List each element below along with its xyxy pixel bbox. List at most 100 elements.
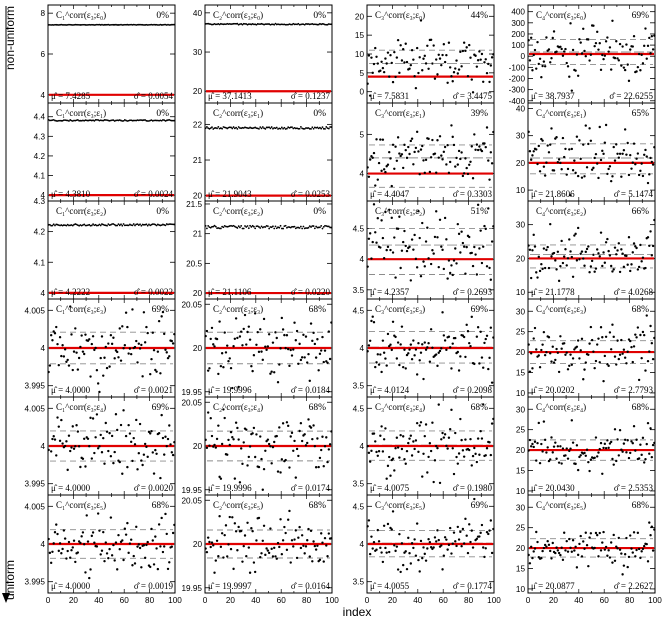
panel-mean: μ̂ = 19.9997 (208, 581, 252, 591)
data-point (422, 546, 425, 549)
data-point (320, 127, 323, 130)
data-point (58, 542, 62, 545)
data-point (583, 451, 586, 455)
x-tick-label: 0 (46, 596, 51, 605)
y-tick-label: 0 (359, 88, 364, 97)
data-point (609, 440, 613, 444)
data-point (489, 64, 493, 67)
data-point (96, 512, 100, 515)
data-point (220, 352, 224, 355)
data-point (131, 459, 134, 463)
data-point (470, 529, 473, 532)
y-tick-label: 15 (516, 369, 526, 378)
data-point (237, 126, 240, 128)
data-point (74, 327, 77, 330)
data-point (398, 215, 401, 218)
data-point (142, 544, 146, 547)
y-tick-label: 30 (516, 503, 526, 512)
data-point (171, 342, 175, 345)
data-point (542, 247, 546, 250)
data-point (479, 531, 482, 535)
panel-percent: 68% (152, 501, 170, 511)
data-point (318, 558, 322, 562)
data-point (118, 547, 121, 551)
x-tick-label: 80 (625, 596, 635, 605)
data-point (645, 155, 648, 158)
data-point (123, 23, 126, 26)
data-point (474, 253, 477, 256)
panel-title: C₄^corr(ε₃;ε₀) (536, 10, 586, 20)
data-point (270, 547, 273, 551)
data-point (634, 163, 637, 166)
data-point (637, 378, 641, 382)
data-point (405, 567, 409, 571)
panel-3-3: 3.544.5C₃^corr(ε₃;ε₂) 51%μ̂ = 4.2357 σ̂ = … (353, 200, 495, 300)
data-point (394, 335, 397, 339)
data-point (278, 426, 281, 429)
panel-percent: 68% (632, 403, 650, 413)
data-point (384, 427, 387, 430)
data-point (318, 456, 322, 460)
data-point (615, 545, 618, 548)
data-point (593, 366, 596, 370)
data-point (118, 224, 121, 227)
data-point (258, 23, 260, 26)
panel-title: C₂^corr(ε₃;ε₂) (213, 206, 263, 216)
data-point (304, 444, 308, 447)
data-point (527, 343, 530, 346)
data-point (258, 127, 260, 130)
data-point (576, 468, 580, 472)
data-point (141, 375, 144, 378)
panel-percent: 68% (632, 501, 650, 511)
data-point (381, 138, 385, 141)
data-point (285, 421, 289, 424)
data-point (565, 447, 568, 450)
panel-mean: μ̂ = 4.2357 (370, 287, 410, 297)
data-point (55, 23, 58, 26)
data-point (480, 356, 484, 359)
data-point (103, 119, 106, 121)
data-point (132, 554, 135, 558)
y-tick-label: 21 (193, 156, 203, 165)
data-point (471, 177, 475, 180)
data-point (643, 461, 646, 464)
data-point (286, 347, 290, 351)
data-point (621, 352, 624, 355)
data-point (122, 347, 125, 350)
data-point (433, 77, 437, 80)
data-point (535, 459, 538, 462)
y-tick-label: 4.1 (34, 172, 46, 181)
data-point (620, 338, 623, 342)
data-point (644, 148, 647, 152)
y-tick-label: 100 (511, 41, 525, 50)
data-point (316, 437, 319, 440)
data-point (142, 453, 146, 456)
x-tick-label: 100 (648, 596, 662, 605)
data-point (123, 344, 127, 347)
data-point (172, 119, 174, 122)
data-point (554, 358, 557, 362)
data-point (612, 463, 615, 466)
data-point (462, 41, 466, 44)
data-point (231, 386, 234, 390)
data-point (131, 564, 134, 567)
data-point (583, 368, 586, 371)
data-point (429, 156, 433, 159)
data-point (394, 145, 397, 148)
data-point (527, 39, 530, 42)
data-point (599, 549, 603, 552)
data-point (284, 23, 287, 26)
data-point (574, 69, 577, 72)
data-point (367, 344, 371, 347)
data-point (380, 370, 383, 374)
data-point (242, 441, 245, 444)
data-point (569, 194, 572, 197)
data-point (649, 156, 652, 160)
data-point (89, 375, 92, 378)
data-point (551, 345, 554, 348)
data-point (209, 127, 212, 129)
data-point (114, 413, 118, 416)
data-point (587, 38, 590, 41)
data-point (248, 338, 252, 341)
